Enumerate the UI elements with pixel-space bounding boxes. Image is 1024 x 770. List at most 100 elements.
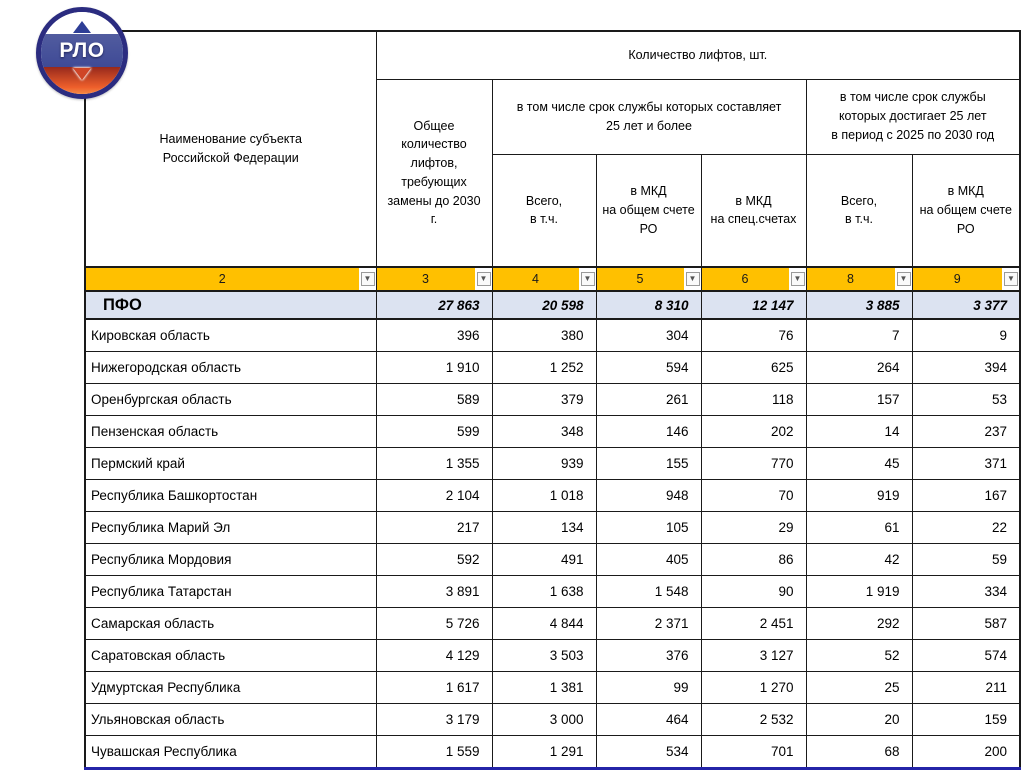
- value-cell: 5 726: [375, 607, 493, 640]
- value-cell: 217: [375, 511, 493, 544]
- value-cell: 90: [700, 575, 807, 608]
- header-vsego-1: Всего, в т.ч.: [491, 153, 597, 268]
- region-name-cell: Удмуртская Республика: [84, 671, 377, 704]
- column-number: 3: [377, 269, 475, 289]
- value-cell: 534: [595, 735, 702, 769]
- column-number: 5: [597, 269, 684, 289]
- filter-dropdown-button[interactable]: ▼: [685, 272, 700, 286]
- value-cell: 380: [491, 318, 597, 352]
- value-cell: 594: [595, 351, 702, 384]
- filter-dropdown-button[interactable]: ▼: [360, 272, 375, 286]
- value-cell: 2 451: [700, 607, 807, 640]
- value-cell: 167: [911, 479, 1021, 512]
- filter-dropdown-button[interactable]: ▼: [476, 272, 491, 286]
- column-number: 8: [807, 269, 895, 289]
- region-name-cell: Оренбургская область: [84, 383, 377, 416]
- column-number: 9: [913, 269, 1003, 289]
- value-cell: 1 617: [375, 671, 493, 704]
- summary-row-pfo: ПФО 27 863 20 598 8 310 12 147 3 885 3 3…: [84, 290, 1021, 320]
- header-total-to-2030: Общее количество лифтов, требующих замен…: [375, 78, 493, 268]
- value-cell: 159: [911, 703, 1021, 736]
- region-name-cell: Кировская область: [84, 318, 377, 352]
- filter-dropdown-button[interactable]: ▼: [1004, 272, 1019, 286]
- value-cell: 261: [595, 383, 702, 416]
- lift-up-arrow-icon: [73, 21, 91, 34]
- value-cell: 237: [911, 415, 1021, 448]
- value-cell: 9: [911, 318, 1021, 352]
- value-cell: 1 291: [491, 735, 597, 769]
- summary-value-cell: 20 598: [491, 290, 597, 320]
- logo-blue-band: РЛО: [41, 34, 123, 67]
- header-lifts-count-group: Количество лифтов, шт.: [375, 30, 1021, 80]
- value-cell: 22: [911, 511, 1021, 544]
- value-cell: 371: [911, 447, 1021, 480]
- table-row: Кировская область 396 380 304 76 7 9: [84, 318, 1021, 352]
- value-cell: 3 503: [491, 639, 597, 672]
- summary-value-cell: 8 310: [595, 290, 702, 320]
- summary-value-cell: 12 147: [700, 290, 807, 320]
- value-cell: 405: [595, 543, 702, 576]
- value-cell: 939: [491, 447, 597, 480]
- lifts-report-table-wrap: Наименование субъекта Российской Федерац…: [84, 30, 1022, 770]
- value-cell: 1 910: [375, 351, 493, 384]
- header-group-25-years-plus: в том числе срок службы которых составля…: [491, 78, 807, 155]
- value-cell: 589: [375, 383, 493, 416]
- region-name-cell: Республика Мордовия: [84, 543, 377, 576]
- value-cell: 3 891: [375, 575, 493, 608]
- value-cell: 86: [700, 543, 807, 576]
- value-cell: 2 532: [700, 703, 807, 736]
- region-name-cell: Самарская область: [84, 607, 377, 640]
- value-cell: 1 559: [375, 735, 493, 769]
- value-cell: 59: [911, 543, 1021, 576]
- value-cell: 211: [911, 671, 1021, 704]
- value-cell: 1 018: [491, 479, 597, 512]
- table-row: Республика Марий Эл 217 134 105 29 61 22: [84, 511, 1021, 544]
- value-cell: 202: [700, 415, 807, 448]
- header-row-leaf: Всего, в т.ч. в МКД на общем счете РО в …: [85, 153, 1021, 268]
- region-name-cell: Ульяновская область: [84, 703, 377, 736]
- column-number: 2: [86, 269, 359, 289]
- value-cell: 587: [911, 607, 1021, 640]
- value-cell: 379: [491, 383, 597, 416]
- filter-dropdown-button[interactable]: ▼: [790, 272, 805, 286]
- region-name-cell: Нижегородская область: [84, 351, 377, 384]
- region-name-cell: Пензенская область: [84, 415, 377, 448]
- table-row: Самарская область 5 726 4 844 2 371 2 451 292…: [84, 607, 1021, 640]
- header-mkd-spec: в МКД на спец.счетах: [700, 153, 807, 268]
- header-subject-name: Наименование субъекта Российской Федерац…: [84, 30, 377, 268]
- table-row: Нижегородская область 1 910 1 252 594 625 264…: [84, 351, 1021, 384]
- column-number-cell: 9 ▼: [911, 266, 1021, 292]
- filter-dropdown-button[interactable]: ▼: [580, 272, 595, 286]
- table-row: Пензенская область 599 348 146 202 14 237: [84, 415, 1021, 448]
- value-cell: 348: [491, 415, 597, 448]
- table-row: Саратовская область 4 129 3 503 376 3 127 52 5…: [84, 639, 1021, 672]
- value-cell: 157: [805, 383, 913, 416]
- value-cell: 146: [595, 415, 702, 448]
- region-name-cell: Республика Татарстан: [84, 575, 377, 608]
- district-name-cell: ПФО: [84, 290, 377, 320]
- value-cell: 464: [595, 703, 702, 736]
- value-cell: 1 252: [491, 351, 597, 384]
- table-row: Республика Башкортостан 2 104 1 018 948 70 91…: [84, 479, 1021, 512]
- filter-dropdown-button[interactable]: ▼: [896, 272, 911, 286]
- value-cell: 292: [805, 607, 913, 640]
- region-name-cell: Пермский край: [84, 447, 377, 480]
- column-number-cell: 8 ▼: [805, 266, 913, 292]
- value-cell: 200: [911, 735, 1021, 769]
- value-cell: 14: [805, 415, 913, 448]
- value-cell: 105: [595, 511, 702, 544]
- summary-value-cell: 3 885: [805, 290, 913, 320]
- value-cell: 376: [595, 639, 702, 672]
- table-row: Удмуртская Республика 1 617 1 381 99 1 270 25…: [84, 671, 1021, 704]
- value-cell: 42: [805, 543, 913, 576]
- value-cell: 68: [805, 735, 913, 769]
- value-cell: 61: [805, 511, 913, 544]
- value-cell: 4 844: [491, 607, 597, 640]
- table-row: Республика Мордовия 592 491 405 86 42 59: [84, 543, 1021, 576]
- header-row-top: Наименование субъекта Российской Федерац…: [84, 30, 1021, 268]
- region-name-cell: Республика Марий Эл: [84, 511, 377, 544]
- region-name-cell: Саратовская область: [84, 639, 377, 672]
- region-name-cell: Чувашская Республика: [84, 735, 377, 769]
- table-row: Ульяновская область 3 179 3 000 464 2 532 20 1…: [84, 703, 1021, 736]
- value-cell: 599: [375, 415, 493, 448]
